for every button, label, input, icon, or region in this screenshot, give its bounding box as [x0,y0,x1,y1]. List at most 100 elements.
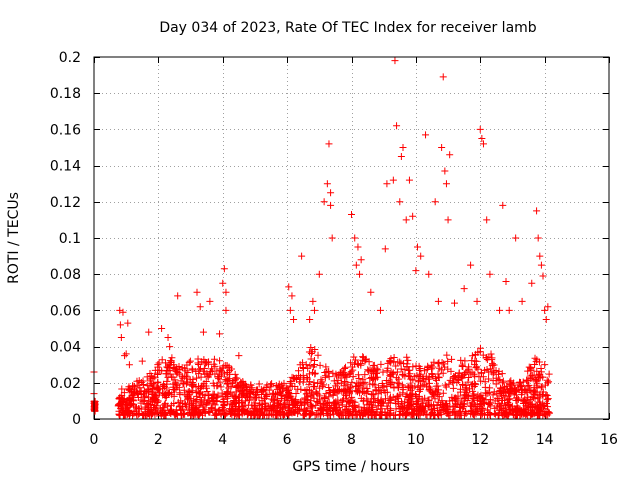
background-point [201,358,209,366]
background-point [534,394,542,402]
background-point [409,363,417,371]
background-point [377,398,385,406]
background-point [218,389,226,397]
background-point [531,354,539,362]
background-point [241,397,249,405]
background-point [289,374,297,382]
background-point [396,358,404,366]
data-point [537,261,545,269]
background-point [267,383,275,391]
background-point [506,378,514,386]
background-point [517,391,525,399]
background-point [545,409,553,417]
background-point [387,359,395,367]
background-point [286,392,294,400]
background-point [470,379,478,387]
background-point [525,381,533,389]
background-point [422,399,430,407]
background-point [374,390,382,398]
background-point [368,403,376,411]
background-point [197,383,205,391]
background-point [495,367,503,375]
background-point [200,406,208,414]
background-point [157,411,165,419]
background-point [202,377,210,385]
background-point [341,365,349,373]
background-point [334,376,342,384]
background-point [535,408,543,416]
background-point [436,401,444,409]
background-point [305,381,313,389]
data-point [125,361,133,369]
background-point [484,389,492,397]
background-point [470,390,478,398]
background-point [485,400,493,408]
background-point [427,401,435,409]
x-tick-label: 0 [90,432,99,448]
background-point [545,378,553,386]
background-point [467,406,475,414]
background-point [319,410,327,418]
background-point [465,365,473,373]
background-point [400,360,408,368]
background-point [148,390,156,398]
background-point [216,365,224,373]
background-point [415,376,423,384]
background-point [406,400,414,408]
data-point [222,306,230,314]
background-point [541,361,549,369]
background-point [261,411,269,419]
background-point [531,388,539,396]
background-point [175,383,183,391]
background-point [362,410,370,418]
background-point [479,398,487,406]
y-tick-label: 0.16 [50,122,81,138]
background-point [134,381,142,389]
background-point [343,373,351,381]
background-point [522,385,530,393]
background-point [370,395,378,403]
data-point [351,234,359,242]
background-point [363,385,371,393]
background-point [345,388,353,396]
y-tick-label: 0.18 [50,86,81,102]
background-point [152,395,160,403]
background-point [526,386,534,394]
background-point [355,408,363,416]
background-point [457,356,465,364]
background-point [454,375,462,383]
background-point [348,393,356,401]
data-point [496,306,504,314]
background-point [469,392,477,400]
background-point [201,408,209,416]
data-point [534,234,542,242]
background-point [248,401,256,409]
background-point [533,367,541,375]
background-point [314,407,322,415]
data-point [402,216,410,224]
background-point [354,361,362,369]
background-point [448,393,456,401]
background-point [195,366,203,374]
background-point [415,362,423,370]
data-point [389,176,397,184]
background-point [541,381,549,389]
x-tick-label: 6 [283,432,292,448]
background-point [490,388,498,396]
background-point [314,379,322,387]
background-point [490,361,498,369]
background-point [432,382,440,390]
data-point [158,325,166,332]
background-point [210,360,218,368]
data-point [518,297,526,305]
data-point [357,256,365,264]
background-point [431,411,439,419]
background-point [161,392,169,400]
background-point [378,380,386,388]
background-point [239,378,247,386]
data-point [220,265,228,273]
background-point [146,377,154,385]
background-point [466,385,474,393]
background-point [304,392,312,400]
